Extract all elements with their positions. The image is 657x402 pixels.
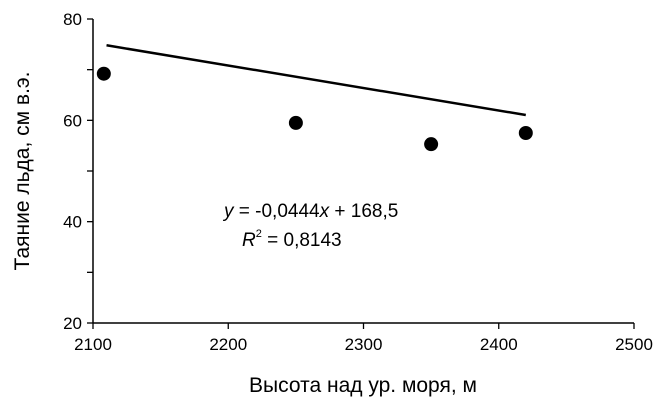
y-tick-label: 20 — [63, 314, 82, 333]
x-tick-label: 2200 — [209, 335, 247, 354]
x-tick-label: 2400 — [480, 335, 518, 354]
x-tick-label: 2500 — [615, 335, 653, 354]
trendline-group — [106, 44, 527, 117]
x-tick-label: 2300 — [345, 335, 383, 354]
data-point — [424, 137, 439, 152]
axes — [92, 19, 634, 324]
y-tick-label: 80 — [63, 10, 82, 29]
equation-mid: = -0,0444 — [234, 201, 321, 222]
tick-labels: 20 40 60 80 2100 2200 2300 2400 2500 — [63, 10, 653, 354]
y-tick-label: 40 — [63, 213, 82, 232]
equation-x-var: x — [319, 201, 331, 222]
x-axis-title: Высота над ур. моря, м — [249, 374, 477, 397]
r-squared-sup: 2 — [256, 228, 262, 240]
data-point — [96, 66, 111, 81]
tick-marks — [87, 18, 635, 329]
equation-end: + 168,5 — [329, 201, 398, 222]
trendline — [106, 44, 527, 117]
y-tick-label: 60 — [63, 111, 82, 130]
r-squared-value: = 0,8143 — [262, 230, 342, 251]
x-tick-label: 2100 — [74, 335, 112, 354]
equation-y-var: y — [222, 201, 235, 222]
data-point — [288, 115, 303, 130]
y-axis-title: Таяние льда, см в.э. — [11, 72, 34, 271]
regression-equation: y = -0,0444x + 168,5 — [222, 201, 398, 222]
r-squared-label: R2 = 0,8143 — [242, 228, 342, 251]
r-squared-var: R — [242, 230, 256, 251]
data-points — [96, 66, 533, 152]
data-point — [518, 126, 533, 140]
